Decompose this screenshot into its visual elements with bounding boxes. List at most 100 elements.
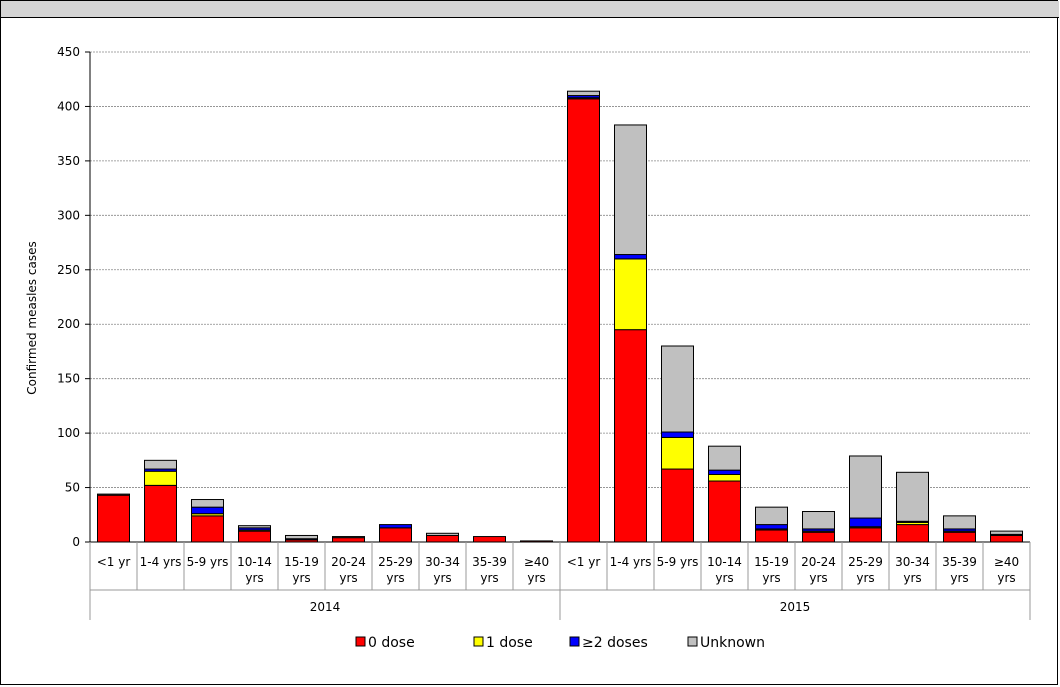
x-tick-label: yrs — [715, 571, 733, 585]
bar-segment — [849, 527, 882, 543]
bar-segment — [238, 525, 271, 529]
bar-segment — [379, 524, 412, 529]
bar-segment — [755, 506, 788, 526]
x-tick-label: 35-39 — [942, 555, 977, 569]
legend-label: Unknown — [700, 635, 765, 651]
bar-segment — [661, 345, 694, 433]
bar-segment — [614, 124, 647, 256]
bar-segment — [426, 534, 459, 543]
bar-segment — [755, 524, 788, 530]
group-label: 2014 — [310, 600, 341, 614]
y-tick-label: 200 — [57, 317, 80, 331]
bar-segment — [238, 530, 271, 543]
bar-segment — [191, 506, 224, 515]
bar-segment — [97, 494, 130, 543]
y-tick-label: 400 — [57, 99, 80, 113]
x-tick-label: yrs — [903, 571, 921, 585]
bar-segment — [332, 537, 365, 543]
x-tick-label: 20-24 — [801, 555, 836, 569]
y-tick-label: 350 — [57, 154, 80, 168]
x-tick-label: yrs — [433, 571, 451, 585]
bar-segment — [144, 470, 177, 486]
bar-segment — [849, 455, 882, 519]
x-tick-label: yrs — [950, 571, 968, 585]
x-tick-label: 5-9 yrs — [187, 555, 229, 569]
legend: 0 dose 1 dose ≥2 doses Unknown — [355, 635, 765, 651]
x-tick-label: <1 yr — [567, 555, 601, 569]
bar-segment — [661, 436, 694, 470]
y-tick-label: 150 — [57, 372, 80, 386]
bar-segment — [661, 431, 694, 438]
bar-segment — [708, 445, 741, 471]
x-tick-label: yrs — [480, 571, 498, 585]
x-tick-label: 30-34 — [425, 555, 460, 569]
x-tick-label: 15-19 — [754, 555, 789, 569]
bar-segment — [332, 536, 365, 539]
x-tick-label: yrs — [292, 571, 310, 585]
legend-label: ≥2 doses — [582, 635, 648, 651]
group-label: 2015 — [780, 600, 811, 614]
bar-segment — [896, 524, 929, 543]
bar-segment — [990, 534, 1023, 543]
bar-segment — [567, 90, 600, 97]
legend-swatch — [473, 636, 484, 647]
x-tick-label: 10-14 — [707, 555, 742, 569]
x-tick-label: yrs — [856, 571, 874, 585]
x-tick-label: yrs — [809, 571, 827, 585]
bar-segment — [144, 484, 177, 543]
bar-segment — [755, 529, 788, 543]
bar-segment — [191, 515, 224, 543]
bar-segment — [614, 329, 647, 543]
x-tick-label: 35-39 — [472, 555, 507, 569]
x-tick-label: 20-24 — [331, 555, 366, 569]
title-strip — [1, 1, 1059, 18]
x-tick-label: 25-29 — [378, 555, 413, 569]
bar-segment — [473, 536, 506, 543]
y-tick-label: 450 — [57, 45, 80, 59]
bar-segment — [97, 493, 130, 496]
x-tick-label: 15-19 — [284, 555, 319, 569]
bar-segment — [943, 515, 976, 530]
bar-segment — [567, 98, 600, 543]
tick-labels: 0 50 100 150 200 250 300 350 400 450 <1 yr 1-4 yrs 5… — [57, 45, 1019, 614]
bar-segment — [849, 517, 882, 528]
bar-segment — [614, 254, 647, 260]
bar-segment — [990, 530, 1023, 535]
bar-segment — [426, 532, 459, 536]
x-tick-label: ≥40 — [994, 555, 1019, 569]
bar-segment — [661, 468, 694, 543]
x-tick-label: 1-4 yrs — [610, 555, 652, 569]
bar-segment — [708, 469, 741, 475]
legend-swatch — [687, 636, 698, 647]
y-tick-label: 250 — [57, 263, 80, 277]
legend-label: 1 dose — [486, 635, 533, 651]
legend-swatch — [355, 636, 366, 647]
y-tick-label: 300 — [57, 208, 80, 222]
y-tick-label: 0 — [72, 535, 80, 549]
bar-segment — [285, 534, 318, 540]
x-tick-label: <1 yr — [97, 555, 131, 569]
bar-segment — [708, 480, 741, 543]
bar-segment — [379, 527, 412, 543]
x-tick-label: yrs — [762, 571, 780, 585]
y-tick-label: 50 — [65, 481, 80, 495]
bar-segment — [614, 258, 647, 331]
bar-segment — [896, 471, 929, 522]
x-tick-label: yrs — [386, 571, 404, 585]
legend-label: 0 dose — [368, 635, 415, 651]
x-tick-label: yrs — [245, 571, 263, 585]
axes — [85, 51, 1031, 620]
legend-swatch — [569, 636, 580, 647]
y-axis-label: Confirmed measles cases — [25, 241, 39, 394]
bar-segment — [943, 531, 976, 543]
y-tick-label: 100 — [57, 426, 80, 440]
x-tick-label: ≥40 — [524, 555, 549, 569]
bar-segment — [802, 531, 835, 543]
x-tick-label: yrs — [997, 571, 1015, 585]
bar-segment — [708, 473, 741, 482]
x-tick-label: 25-29 — [848, 555, 883, 569]
x-tick-label: 10-14 — [237, 555, 272, 569]
x-tick-label: yrs — [527, 571, 545, 585]
